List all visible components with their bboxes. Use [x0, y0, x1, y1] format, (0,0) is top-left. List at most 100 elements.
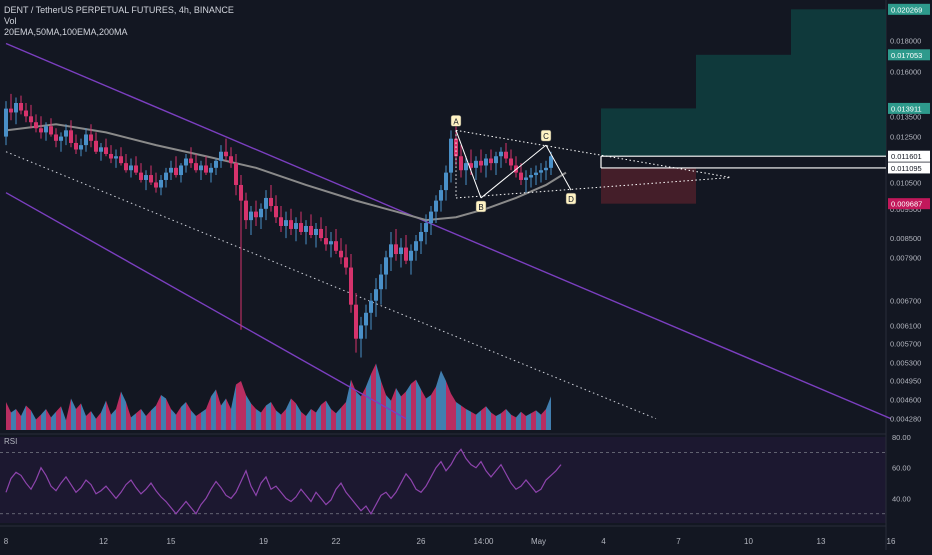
price-tick-label: 0.005700: [890, 339, 921, 348]
volume-area: [46, 409, 51, 430]
price-label-box: [888, 150, 930, 162]
volume-area: [261, 405, 266, 430]
volume-area: [386, 395, 391, 430]
target-zone: [791, 9, 886, 157]
pattern-point-label: D: [568, 195, 574, 204]
candle-body: [164, 172, 168, 180]
volume-area: [501, 409, 506, 430]
volume-area: [371, 363, 376, 430]
candle-body: [444, 172, 448, 191]
volume-area: [101, 400, 106, 430]
price-tick-label: 0.007900: [890, 253, 921, 262]
volume-area: [6, 402, 11, 430]
volume-area: [121, 391, 126, 430]
candle-body: [249, 211, 253, 221]
candle-body: [349, 267, 353, 305]
pattern-leg: [455, 130, 482, 199]
candle-body: [414, 241, 418, 251]
volume-area: [116, 391, 121, 430]
volume-area: [341, 402, 346, 430]
volume-area: [516, 411, 521, 430]
candle-body: [109, 153, 113, 159]
candle-body: [479, 160, 483, 166]
candle-body: [29, 116, 33, 123]
volume-area: [61, 406, 66, 430]
volume-area: [96, 412, 101, 430]
volume-area: [451, 393, 456, 430]
candle-body: [314, 228, 318, 236]
volume-area: [481, 406, 486, 430]
volume-area: [301, 411, 306, 430]
candle-body: [209, 167, 213, 173]
channel-line: [5, 192, 407, 420]
volume-area: [136, 409, 141, 430]
stop-zone: [601, 167, 696, 204]
volume-area: [436, 370, 441, 430]
rsi-tick-label: 60.00: [892, 464, 911, 473]
candle-body: [179, 165, 183, 176]
volume-area: [296, 403, 301, 430]
candle-body: [439, 190, 443, 201]
candle-body: [104, 147, 108, 154]
chart-title: DENT / TetherUS PERPETUAL FUTURES, 4h, B…: [4, 5, 234, 15]
volume-area: [86, 411, 91, 430]
volume-area: [76, 403, 81, 430]
volume-area: [351, 379, 356, 430]
price-tick-label: 0.009500: [890, 205, 921, 214]
candle-body: [369, 300, 373, 313]
volume-area: [441, 370, 446, 430]
volume-area: [226, 398, 231, 430]
time-tick-label: 22: [332, 537, 341, 546]
volume-area: [476, 410, 481, 430]
candle-body: [114, 156, 118, 159]
pattern-point-label: B: [478, 203, 483, 212]
volume-area: [181, 402, 186, 430]
candle-body: [549, 156, 553, 168]
candle-body: [494, 156, 498, 164]
volume-area: [446, 381, 451, 430]
volume-area: [31, 410, 36, 430]
candle-body: [174, 167, 178, 176]
candle-body: [74, 142, 78, 150]
volume-area: [51, 411, 56, 430]
volume-area: [161, 395, 166, 430]
candle-body: [279, 217, 283, 226]
price-tick-label: 0.016000: [890, 68, 921, 77]
price-label-text: 0.020269: [891, 5, 922, 14]
candle-body: [14, 102, 18, 113]
candle-body: [184, 158, 188, 166]
candle-body: [309, 225, 313, 236]
volume-area: [91, 411, 96, 430]
channel-line: [5, 42, 892, 420]
volume-area: [11, 409, 16, 430]
candle-body: [259, 208, 263, 218]
pattern-point-label: C: [543, 132, 549, 141]
price-tick-label: 0.008500: [890, 234, 921, 243]
candle-body: [489, 158, 493, 164]
volume-area: [461, 405, 466, 430]
candle-body: [409, 250, 413, 261]
candle-body: [69, 130, 73, 143]
candle-body: [399, 247, 403, 255]
volume-area: [531, 410, 536, 430]
volume-area: [131, 413, 136, 430]
volume-area: [526, 413, 531, 430]
candle-body: [299, 223, 303, 232]
volume-area: [141, 409, 146, 430]
volume-area: [211, 389, 216, 430]
candle-body: [99, 147, 103, 152]
volume-area: [156, 395, 161, 430]
target-zone: [696, 54, 791, 157]
price-label-box: [888, 162, 930, 174]
volume-area: [126, 402, 131, 430]
pattern-point-badge: [475, 200, 487, 213]
volume-area: [166, 398, 171, 430]
candle-body: [59, 136, 63, 141]
price-tick-label: 0.006700: [890, 297, 921, 306]
time-tick-label: 7: [676, 537, 681, 546]
candle-body: [324, 238, 328, 245]
candle-body: [264, 197, 268, 209]
volume-area: [521, 411, 526, 430]
candle-body: [339, 250, 343, 258]
